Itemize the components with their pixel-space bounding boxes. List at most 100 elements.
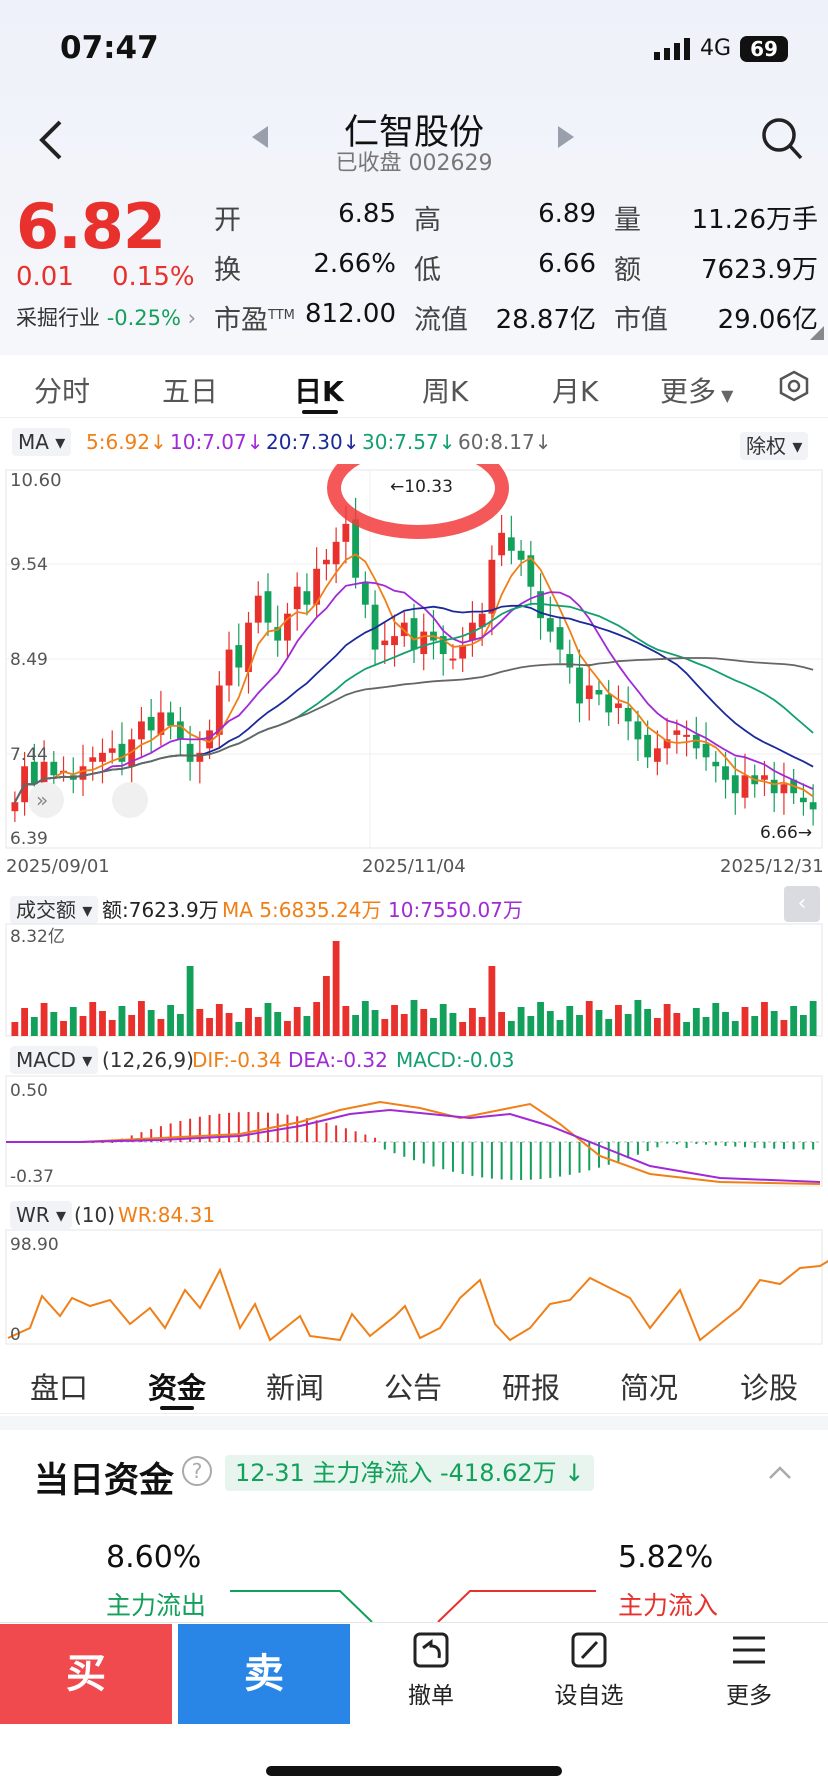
wr-selector[interactable]: WR ▾	[10, 1201, 73, 1229]
volume-chart: 8.32亿	[5, 923, 823, 1037]
candle	[322, 559, 330, 565]
volume-bar	[537, 1002, 544, 1036]
volume-bar	[381, 1019, 389, 1036]
volume-bar	[790, 1006, 798, 1036]
float-cap-value: 28.87亿	[495, 305, 596, 335]
high-value: 6.89	[538, 199, 596, 229]
expand-corner-icon[interactable]	[810, 326, 824, 340]
funds-tab-underline	[160, 1406, 194, 1410]
volume-bar	[69, 1007, 77, 1036]
buy-button[interactable]: 买	[0, 1624, 172, 1724]
collapse-panel-icon[interactable]: ‹	[784, 886, 820, 922]
macd-bar	[753, 1142, 756, 1148]
chevron-up-icon[interactable]	[768, 1464, 792, 1480]
back-icon[interactable]	[36, 118, 64, 162]
volume-bar	[89, 1002, 97, 1036]
candle	[459, 645, 467, 659]
macd-bottom-tick: -0.37	[10, 1167, 54, 1187]
sell-button[interactable]: 卖	[178, 1624, 350, 1724]
ma-selector[interactable]: MA ▾	[12, 428, 72, 456]
chart-tabs	[0, 358, 828, 418]
macd-bar	[627, 1142, 630, 1159]
volume-bar	[478, 1017, 486, 1036]
macd-bar	[335, 1125, 338, 1142]
industry-row[interactable]: 采掘行业 -0.25% ›	[16, 302, 196, 332]
macd-selector[interactable]: MACD ▾	[10, 1046, 99, 1074]
help-icon[interactable]: ?	[182, 1456, 212, 1486]
candle	[400, 622, 408, 637]
candle	[186, 743, 194, 762]
tab-intraday[interactable]: 分时	[34, 375, 91, 408]
ma-lines-group	[14, 553, 814, 803]
candle	[507, 537, 515, 551]
macd-bar	[267, 1112, 270, 1142]
tab-announcements[interactable]: 公告	[384, 1371, 443, 1405]
tab-daily-k[interactable]: 日K	[294, 375, 344, 408]
settings-hex-icon[interactable]	[778, 370, 810, 402]
tab-more[interactable]: 更多 ▼	[660, 375, 734, 408]
candle	[79, 766, 87, 780]
kline-chart[interactable]: 10.60 9.54 8.49 7.44 6.39 ←10.33 6.66→ »	[0, 464, 828, 884]
tab-news[interactable]: 新闻	[266, 1371, 325, 1405]
tab-weekly-k[interactable]: 周K	[422, 375, 469, 408]
fullscreen-icon[interactable]	[112, 782, 148, 818]
volume-value: 11.26万手	[691, 205, 818, 235]
ma5-value: 5:6.92↓	[86, 430, 167, 454]
macd-bar	[169, 1123, 172, 1142]
volume-bar	[469, 1008, 476, 1036]
current-price: 6.82	[16, 190, 166, 263]
net-inflow-badge: 12-31 主力净流入 -418.62万 ↓	[225, 1455, 595, 1491]
macd-bar	[344, 1128, 347, 1142]
volume-bar	[459, 1022, 467, 1036]
candle	[245, 622, 252, 673]
tab-funds[interactable]: 资金	[148, 1371, 207, 1405]
volume-bar	[546, 1011, 554, 1036]
volume-selector[interactable]: 成交额 ▾	[10, 894, 99, 924]
candle	[410, 618, 418, 650]
candle	[449, 658, 457, 661]
macd-bar	[208, 1115, 211, 1142]
volume-bar	[30, 1017, 38, 1036]
more-button[interactable]: 更多	[684, 1630, 814, 1710]
volume-bar	[99, 1011, 106, 1036]
volume-ma10: 10:7550.07万	[388, 898, 523, 922]
tab-five-day[interactable]: 五日	[162, 375, 219, 408]
macd-bar	[782, 1142, 785, 1149]
expand-left-icon[interactable]	[28, 782, 64, 818]
volume-bar	[751, 1016, 759, 1036]
tab-profile[interactable]: 简况	[620, 1371, 679, 1405]
macd-bar	[734, 1142, 737, 1147]
macd-bar	[744, 1142, 747, 1148]
tab-diagnosis[interactable]: 诊股	[740, 1371, 799, 1405]
search-icon[interactable]	[760, 116, 804, 162]
volume-bar	[809, 1001, 817, 1036]
candle	[225, 649, 233, 686]
add-watchlist-label: 设自选	[554, 1683, 624, 1709]
volume-bar	[761, 1002, 768, 1036]
macd-bar	[695, 1142, 698, 1144]
volume-bar	[488, 966, 496, 1036]
add-watchlist-button[interactable]: 设自选	[524, 1630, 654, 1710]
volume-bar	[167, 1005, 175, 1036]
macd-bar	[500, 1142, 503, 1180]
candle	[741, 775, 749, 798]
next-stock-icon[interactable]	[558, 126, 574, 148]
candle	[585, 685, 593, 699]
prev-stock-icon[interactable]	[252, 126, 268, 148]
volume-bar	[585, 1001, 593, 1036]
battery-icon: 69	[740, 36, 788, 62]
candle	[352, 519, 359, 578]
macd-bar	[549, 1142, 552, 1178]
candle	[313, 568, 321, 605]
tab-order-book[interactable]: 盘口	[30, 1371, 89, 1405]
price-change-pct: 0.15%	[112, 262, 195, 292]
cancel-order-button[interactable]: 撤单	[366, 1630, 496, 1710]
cancel-order-label: 撤单	[408, 1683, 454, 1709]
macd-bar	[432, 1142, 435, 1167]
macd-bar	[666, 1142, 669, 1144]
tab-monthly-k[interactable]: 月K	[552, 375, 599, 408]
candle	[303, 591, 311, 605]
tab-research[interactable]: 研报	[502, 1371, 561, 1405]
candle	[566, 654, 574, 668]
rights-selector[interactable]: 除权 ▾	[740, 430, 809, 460]
